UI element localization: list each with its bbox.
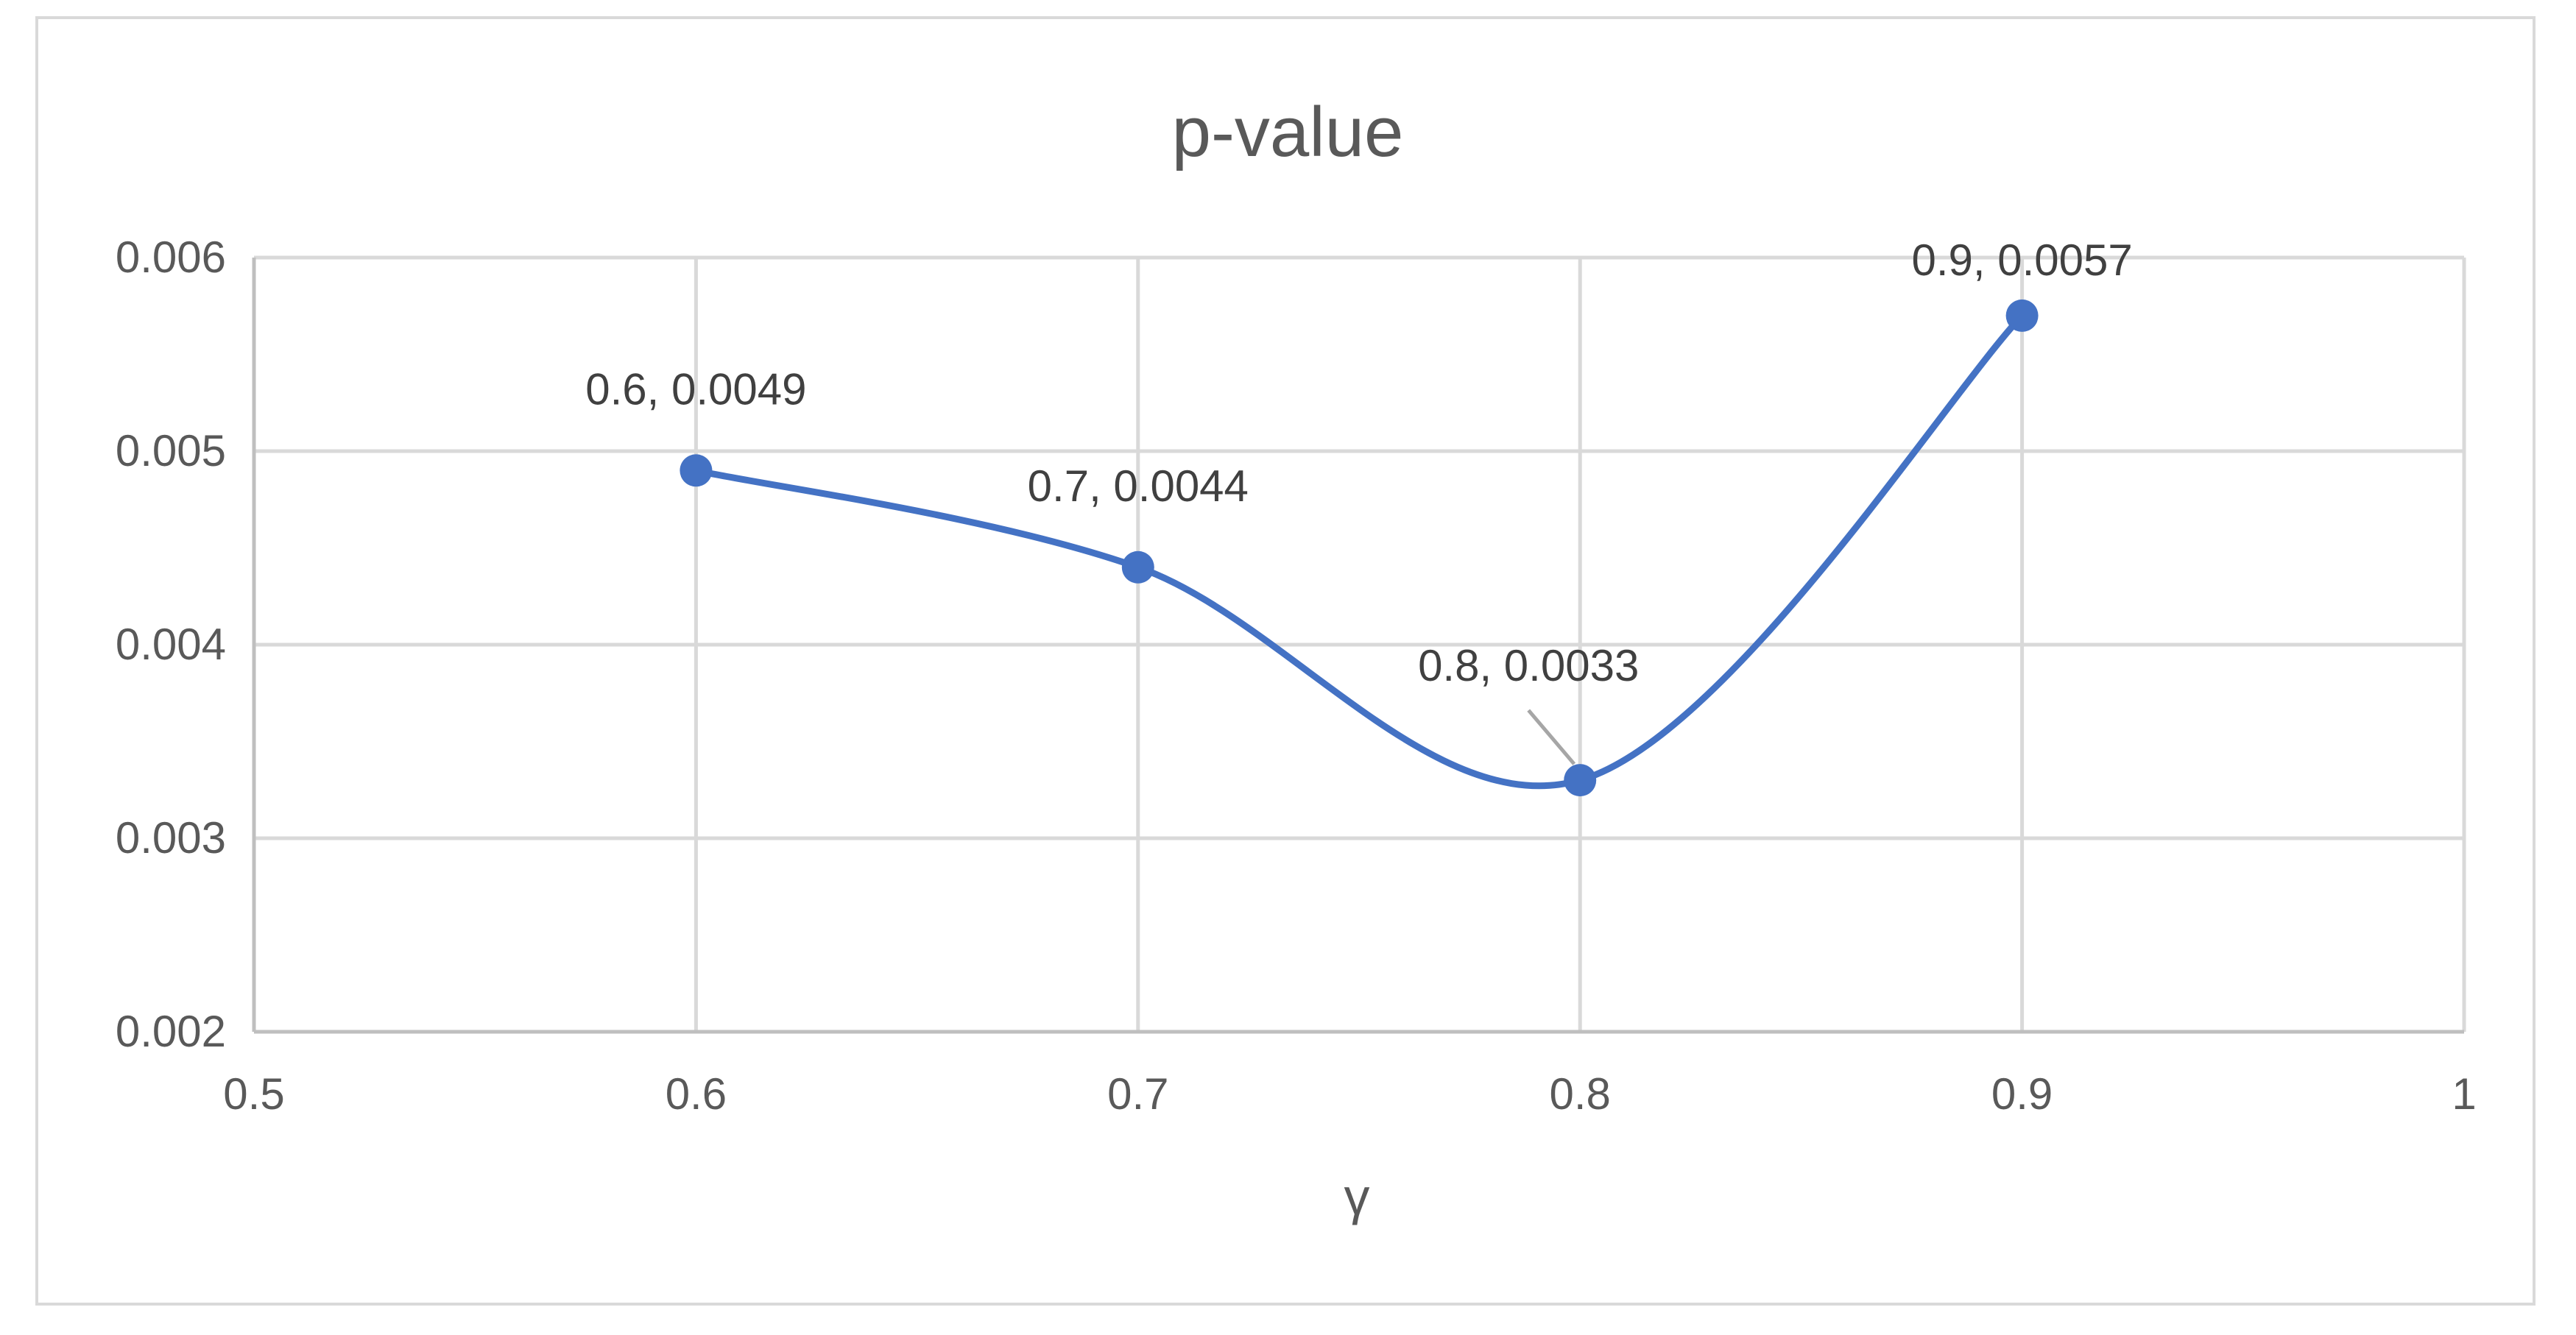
data-point: [1121, 550, 1154, 584]
y-tick-label: 0.006: [116, 233, 226, 282]
y-tick-label: 0.004: [116, 620, 226, 669]
x-tick-label: 0.9: [1991, 1069, 2053, 1119]
x-tick-label: 0.6: [666, 1069, 727, 1119]
data-point: [1564, 764, 1597, 797]
x-axis-label: γ: [1344, 1168, 1370, 1225]
data-label: 0.6, 0.0049: [585, 364, 806, 414]
grid: [254, 255, 2466, 1032]
y-tick-label: 0.005: [116, 426, 226, 475]
x-tick-label: 0.5: [223, 1069, 284, 1119]
data-label: 0.9, 0.0057: [1911, 236, 2132, 285]
chart-title: p-value: [1172, 93, 1404, 171]
x-tick-label: 0.8: [1549, 1069, 1610, 1119]
data-point: [2005, 299, 2039, 332]
data-point: [680, 454, 713, 487]
data-points: [680, 299, 2039, 797]
chart-frame: [35, 16, 2536, 1306]
x-tick-label: 1: [2452, 1069, 2476, 1119]
leader-line: [1527, 709, 1576, 765]
data-label: 0.8, 0.0033: [1418, 641, 1639, 690]
leader-lines: [1527, 709, 1576, 765]
axes: 0.5 0.6 0.7 0.8 0.9 1 0.002 0.003 0.004 0.005 0.00…: [116, 233, 2477, 1119]
series-line-layer: [692, 312, 2026, 790]
x-tick-label: 0.7: [1107, 1069, 1168, 1119]
data-labels: 0.6, 0.0049 0.7, 0.0044 0.8, 0.0033 0.9, 0.…: [585, 236, 2132, 690]
data-label: 0.7, 0.0044: [1028, 461, 1249, 511]
series-line: [692, 312, 2026, 790]
y-tick-label: 0.003: [116, 813, 226, 863]
y-tick-label: 0.002: [116, 1007, 226, 1056]
